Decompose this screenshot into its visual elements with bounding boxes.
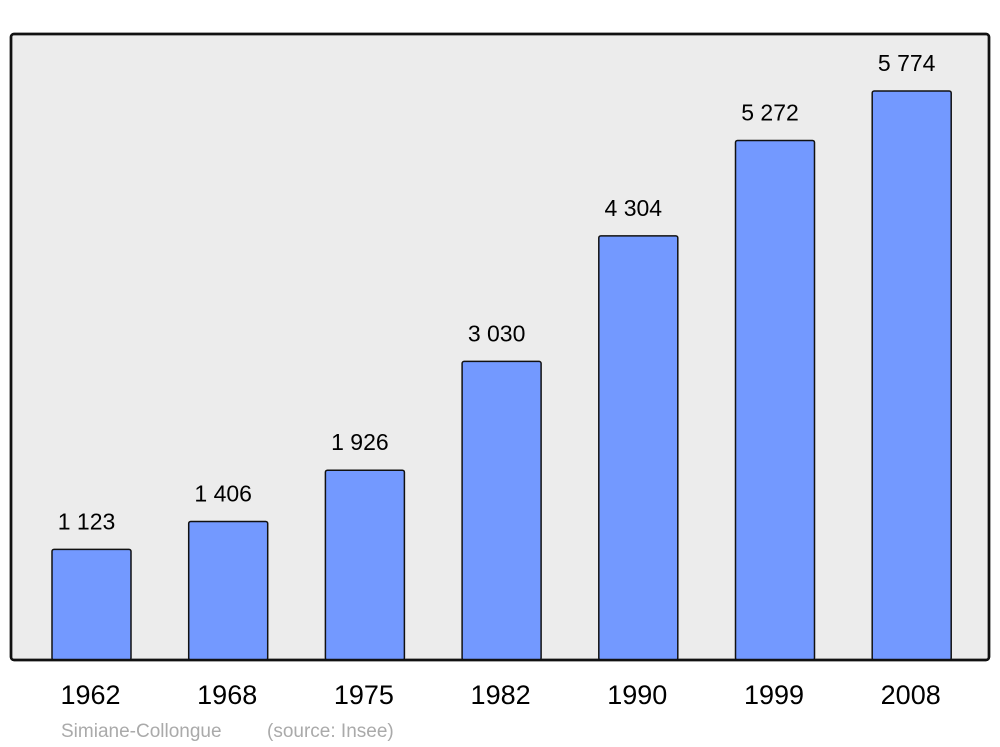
value-label: 3 030 (468, 320, 526, 346)
bars: 1 123 1962 1 406 1968 1 926 1975 3 030 1982 4 30… (51, 50, 952, 710)
plot-frame (9, 32, 991, 662)
value-label: 5 774 (878, 50, 936, 76)
value-label: 1 406 (194, 480, 252, 506)
x-tick-label: 1990 (607, 680, 667, 710)
bar-1968 (187, 520, 269, 661)
footer-source: (source: Insee) (267, 721, 394, 742)
x-tick-label: 1999 (744, 680, 804, 710)
bar-1975 (324, 469, 406, 661)
value-label: 4 304 (605, 195, 663, 221)
bar-1990 (598, 235, 679, 661)
bar-1962 (51, 548, 132, 661)
x-tick-label: 1962 (60, 680, 120, 710)
x-tick-label: 1968 (197, 680, 257, 710)
footer-place: Simiane-Collongue (61, 721, 222, 742)
bar-2008 (871, 90, 952, 661)
value-label: 1 123 (58, 508, 116, 534)
x-tick-label: 1975 (334, 680, 394, 710)
value-label: 5 272 (741, 99, 799, 125)
x-tick-label: 1982 (471, 680, 531, 710)
value-label: 1 926 (331, 429, 389, 455)
bar-1982 (461, 360, 542, 661)
x-tick-label: 2008 (881, 680, 941, 710)
bar-1999 (734, 139, 816, 661)
